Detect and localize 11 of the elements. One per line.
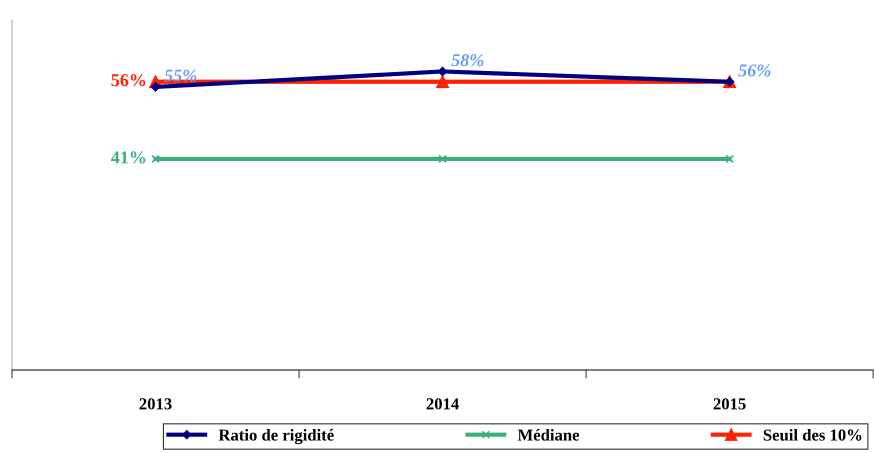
- data-label: 58%: [451, 54, 484, 66]
- legend-label: Médiane: [518, 428, 580, 441]
- x-tick-label: 2014: [426, 398, 459, 410]
- data-label: 56%: [112, 74, 146, 86]
- data-label: 56%: [738, 64, 770, 77]
- x-tick-label: 2013: [140, 398, 172, 410]
- data-label: 55%: [164, 70, 196, 82]
- x-tick-label: 2015: [714, 398, 746, 410]
- legend-label: Seuil des 10%: [764, 428, 862, 441]
- data-label: 41%: [111, 151, 146, 164]
- legend-label: Ratio de rigidité: [218, 428, 334, 444]
